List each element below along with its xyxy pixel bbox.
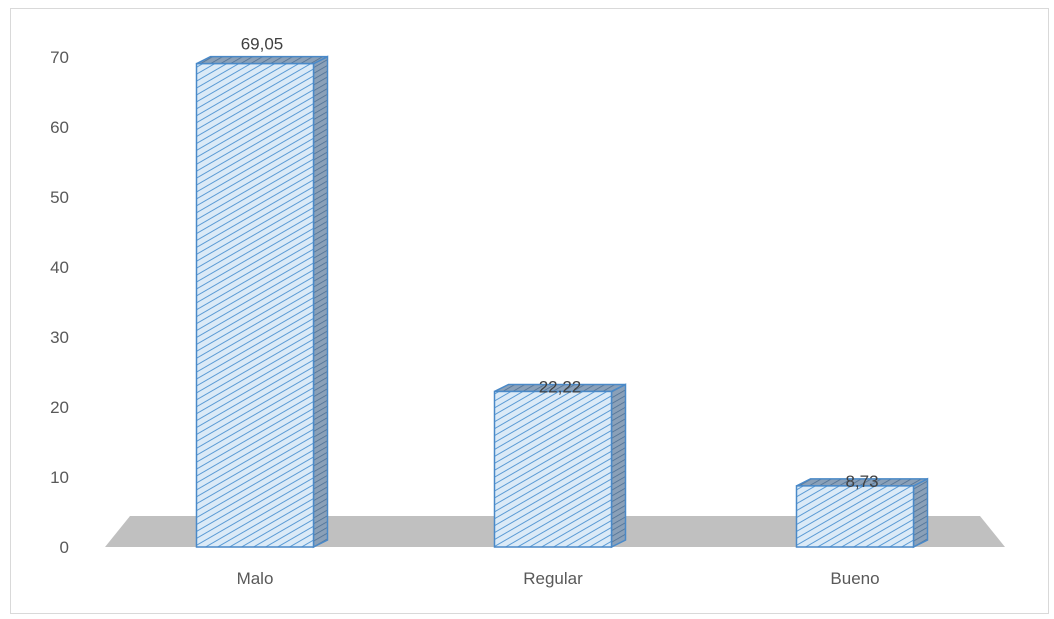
data-label: 69,05 <box>241 35 284 54</box>
bar-front-face <box>195 62 315 548</box>
bar <box>195 55 329 549</box>
bar-side-face <box>912 477 929 549</box>
category-labels: Malo Regular Bueno <box>237 569 880 588</box>
y-tick-label: 40 <box>50 258 69 277</box>
y-axis: 0 10 20 30 40 50 60 70 <box>50 48 69 557</box>
bar-front-face <box>795 485 915 548</box>
bars <box>195 55 929 549</box>
data-label: 22,22 <box>539 377 582 396</box>
y-tick-label: 0 <box>60 538 69 557</box>
y-tick-label: 70 <box>50 48 69 67</box>
data-label: 8,73 <box>845 472 878 491</box>
category-label: Regular <box>523 569 583 588</box>
y-tick-label: 30 <box>50 328 69 347</box>
bar-side-face <box>312 55 329 549</box>
bar <box>795 477 929 549</box>
y-tick-label: 20 <box>50 398 69 417</box>
bar-top-face <box>196 55 328 65</box>
bar-front-face <box>493 390 613 548</box>
data-labels: 69,05 22,22 8,73 <box>241 35 879 491</box>
y-tick-label: 10 <box>50 468 69 487</box>
y-tick-label: 50 <box>50 188 69 207</box>
bar <box>493 383 627 549</box>
category-label: Bueno <box>830 569 879 588</box>
bar-side-face <box>610 383 627 549</box>
category-label: Malo <box>237 569 274 588</box>
y-tick-label: 60 <box>50 118 69 137</box>
